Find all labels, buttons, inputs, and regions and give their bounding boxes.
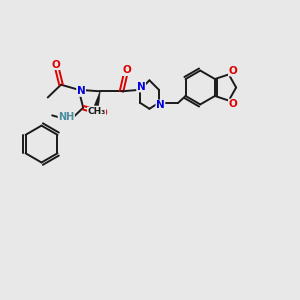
Text: O: O (99, 109, 107, 118)
Text: O: O (229, 99, 237, 109)
Text: N: N (156, 100, 165, 110)
Text: O: O (229, 66, 237, 76)
Text: N: N (137, 82, 146, 92)
Text: O: O (122, 65, 131, 76)
Text: NH: NH (58, 112, 74, 122)
Text: N: N (77, 86, 85, 96)
Text: CH₃: CH₃ (87, 107, 106, 116)
Text: O: O (52, 59, 60, 70)
Polygon shape (94, 91, 100, 105)
